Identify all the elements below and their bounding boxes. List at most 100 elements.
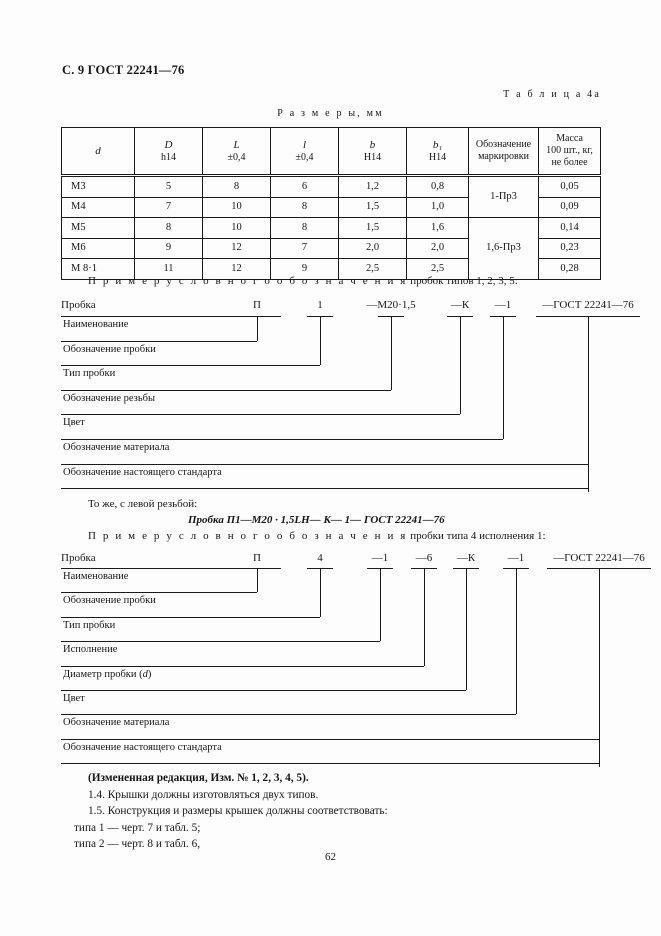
example1-designation-row: Пробка П 1 —М20·1,5 —К —1 —ГОСТ 22241—76 xyxy=(61,299,634,314)
designation-token-2: 1 xyxy=(317,299,323,311)
designation-token-0: Пробка xyxy=(61,299,96,311)
example1-bracket-diagram: Наименование Обозначение пробки Тип пробки… xyxy=(61,316,640,492)
bracket-rule-5 xyxy=(61,690,466,691)
cell-mass: 0,23 xyxy=(538,237,601,260)
cell-L: 8 xyxy=(202,175,271,198)
col-header-marking: Обозначение маркировки xyxy=(468,127,539,177)
bracket-drop-5 xyxy=(516,568,517,715)
bracket-label-6: Обозначение материала xyxy=(63,717,170,729)
bracket-rule-6 xyxy=(61,463,588,465)
bracket-label-7: Обозначение настоящего стандарта xyxy=(63,741,222,753)
designation-token-4: —6 xyxy=(415,552,433,564)
cell-d: М5 xyxy=(61,217,135,239)
clause-1-5: 1.5. Конструкция и размеры крышек должны… xyxy=(88,805,388,817)
example2-title-rest: пробки типа 4 исполнения 1: xyxy=(407,530,546,542)
bracket-rule-6 xyxy=(61,714,516,716)
table-row: М6 9 12 7 2,0 2,0 0,23 xyxy=(61,237,601,260)
bracket-label-4: Цвет xyxy=(63,417,85,429)
col-symbol-L: L xyxy=(233,138,240,151)
cell-d: М6 xyxy=(61,237,135,260)
example2-designation-row: Пробка П 4 —1 —6 —К —1 —ГОСТ 22241—76 xyxy=(61,552,645,567)
table-row: М3 5 8 6 1,2 0,8 1-Пр3 0,05 xyxy=(61,174,601,219)
bracket-label-1: Обозначение пробки xyxy=(63,343,156,355)
example1-title-spaced: П р и м е р у с л о в н о г о о б о з н … xyxy=(88,275,408,287)
designation-token-2: 4 xyxy=(317,552,323,564)
cell-b1: 2,0 xyxy=(406,237,469,260)
cell-l: 6 xyxy=(270,175,339,198)
cell-D: 7 xyxy=(134,196,203,219)
bracket-drop-1 xyxy=(320,568,321,617)
bracket-label-6: Обозначение настоящего стандарта xyxy=(63,466,222,478)
cell-b1: 0,8 xyxy=(406,175,469,198)
table-caption: Т а б л и ц а 4а xyxy=(503,89,601,100)
bracket-label-0: Наименование xyxy=(63,571,129,582)
col-mass-line1: Масса xyxy=(556,133,583,145)
designation-token-3: —1 xyxy=(371,552,389,564)
cell-mass: 0,14 xyxy=(538,217,601,239)
col-header-d: d xyxy=(61,127,135,177)
col-mass-line2: 100 шт., кг, не более xyxy=(546,145,593,168)
bracket-rule-7 xyxy=(61,738,599,740)
cell-marking-group-2: 1,6-Пр3 xyxy=(468,217,539,280)
designation-token-4: —К xyxy=(450,299,470,311)
bracket-rule-2 xyxy=(61,616,320,618)
cell-b: 1,5 xyxy=(338,217,407,239)
designation-token-7: —ГОСТ 22241—76 xyxy=(553,552,645,564)
designation-token-6: —ГОСТ 22241—76 xyxy=(542,299,634,311)
cell-mass: 0,28 xyxy=(538,258,601,280)
bracket-label-0: Наименование xyxy=(63,319,129,330)
example2-bracket-diagram: Наименование Обозначение пробки Тип пробки… xyxy=(61,568,651,767)
cell-D: 9 xyxy=(134,237,203,260)
cell-d: М4 xyxy=(61,196,135,219)
footer-notes: (Измененная редакция, Изм. № 1, 2, 3, 4,… xyxy=(74,770,608,853)
table-row: М 8·1 11 12 9 2,5 2,5 0,28 xyxy=(61,258,601,280)
page-number: 62 xyxy=(325,851,336,863)
col-tol-b1: H14 xyxy=(428,151,447,163)
example2-title-spaced: П р и м е р у с л о в н о г о о б о з н … xyxy=(88,530,408,542)
col-header-b1: b₁ H14 xyxy=(406,127,469,177)
example1-title: П р и м е р у с л о в н о г о о б о з н … xyxy=(88,275,518,287)
bracket-rule-1 xyxy=(61,592,257,594)
col-symbol-b: b xyxy=(369,138,376,151)
bracket-label-4: Диаметр пробки (d) xyxy=(63,668,152,680)
table-row: М4 7 10 8 1,5 1,0 0,09 xyxy=(61,196,601,219)
col-header-L: L ±0,4 xyxy=(202,127,271,177)
bracket-rule-3 xyxy=(61,389,391,391)
col-header-mass: Масса 100 шт., кг, не более xyxy=(538,127,601,177)
col-tol-b: H14 xyxy=(363,151,382,163)
left-thread-designation: Пробка П1—М20 · 1,5LH— К— 1— ГОСТ 22241—… xyxy=(188,514,445,526)
bracket-drop-2 xyxy=(391,316,392,390)
designation-token-5: —К xyxy=(456,552,476,564)
bracket-rule-4 xyxy=(61,665,424,667)
clause-type-2: типа 2 — черт. 8 и табл. 6, xyxy=(74,838,201,850)
cell-d: М 8·1 xyxy=(61,258,135,280)
cell-D: 5 xyxy=(134,175,203,198)
col-symbol-b1: b₁ xyxy=(432,138,443,151)
cell-b1: 1,6 xyxy=(406,217,469,239)
revision-note: (Измененная редакция, Изм. № 1, 2, 3, 4,… xyxy=(88,772,309,784)
cell-L: 10 xyxy=(202,217,271,239)
bracket-drop-4 xyxy=(503,316,504,439)
bracket-drop-5 xyxy=(588,316,589,492)
bracket-rule-bottom xyxy=(61,763,599,765)
bracket-label-1: Обозначение пробки xyxy=(63,595,156,607)
bracket-drop-2 xyxy=(380,568,381,642)
clause-1-4: 1.4. Крышки должны изготовляться двух ти… xyxy=(88,788,319,801)
bracket-drop-3 xyxy=(424,568,425,666)
cell-mass: 0,05 xyxy=(538,175,601,198)
cell-l: 8 xyxy=(270,217,339,239)
col-tol-L: ±0,4 xyxy=(227,151,246,163)
bracket-label-3: Обозначение резьбы xyxy=(63,392,156,404)
bracket-drop-4 xyxy=(466,568,467,690)
cell-b1: 1,0 xyxy=(406,196,469,219)
col-header-l: l ±0,4 xyxy=(270,127,339,177)
bracket-drop-0 xyxy=(257,568,258,593)
bracket-label-5: Обозначение материала xyxy=(63,442,170,453)
cell-marking-group-1: 1-Пр3 xyxy=(468,174,539,219)
bracket-rule-2 xyxy=(61,365,320,367)
cell-l: 8 xyxy=(270,196,339,219)
cell-d: М3 xyxy=(61,175,135,198)
